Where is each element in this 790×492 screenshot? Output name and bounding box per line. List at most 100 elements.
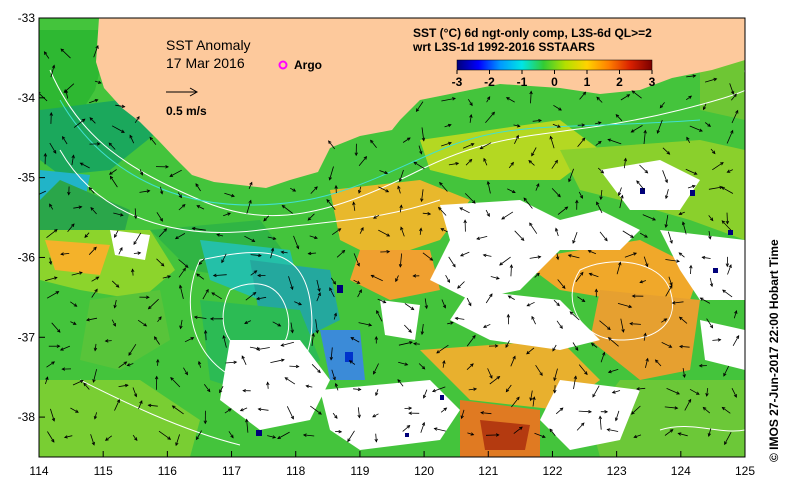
current-vector-head: [91, 441, 95, 446]
current-vector: [485, 293, 493, 304]
current-vector-head: [333, 312, 337, 317]
current-vector: [643, 256, 648, 267]
current-vector: [729, 83, 734, 95]
current-vector: [358, 186, 362, 194]
x-axis: 114 115 116 117 118 119 120 121 122 123 124 125: [29, 451, 755, 478]
current-vector: [205, 330, 207, 341]
current-vector-head: [468, 302, 472, 307]
current-vector-head: [307, 251, 312, 256]
current-vector: [244, 235, 255, 242]
current-vector-head: [415, 108, 420, 113]
current-vector-head: [506, 313, 511, 318]
current-vector: [441, 98, 456, 102]
current-vector: [712, 162, 724, 171]
current-vector: [529, 222, 538, 234]
current-vector: [224, 408, 232, 414]
current-vector-head: [314, 235, 318, 240]
current-vector-head: [512, 355, 516, 360]
current-vector-head: [406, 425, 411, 429]
velocity-label: 0.5 m/s: [166, 104, 207, 118]
current-vector-head: [598, 415, 603, 420]
current-vector-head: [581, 123, 586, 127]
current-vector: [70, 321, 77, 325]
current-vector: [708, 428, 712, 437]
current-vector: [73, 118, 86, 128]
current-vector: [434, 428, 446, 432]
current-vector-head: [549, 135, 553, 140]
current-vector: [88, 247, 97, 255]
y-tick-label: -34: [18, 91, 36, 105]
current-vector: [727, 264, 732, 275]
current-vector-head: [579, 195, 583, 199]
current-vector-head: [56, 329, 61, 333]
current-vector-head: [143, 323, 148, 327]
current-vector-head: [470, 143, 475, 147]
current-vector: [46, 291, 59, 299]
current-vector: [578, 364, 588, 375]
current-vector: [137, 319, 147, 327]
current-vector-head: [149, 136, 153, 141]
current-vector: [418, 145, 422, 154]
current-vector-head: [476, 236, 480, 240]
current-vector-head: [198, 261, 203, 266]
current-vector-head: [174, 235, 179, 240]
current-vector: [530, 91, 532, 104]
current-vector-head: [332, 376, 336, 381]
current-vector-head: [708, 235, 712, 240]
current-vector-head: [597, 140, 602, 145]
current-vector-head: [689, 264, 693, 269]
current-vector: [138, 400, 143, 410]
current-vector: [221, 253, 227, 263]
current-vector: [608, 337, 619, 347]
current-vector: [639, 232, 648, 238]
y-tick-label: -38: [18, 410, 36, 424]
current-vector: [156, 258, 165, 267]
current-vector-head: [356, 262, 360, 267]
current-vector: [88, 187, 95, 194]
current-vector-head: [51, 64, 56, 69]
current-vector: [599, 416, 602, 430]
current-vector-head: [241, 355, 245, 360]
current-vector: [665, 259, 680, 262]
current-vector: [349, 360, 356, 365]
current-vector-head: [584, 371, 588, 376]
x-tick-label: 114: [29, 464, 48, 478]
current-vector: [375, 433, 377, 442]
current-vector: [665, 189, 669, 199]
current-vector-head: [531, 152, 535, 157]
current-vector: [94, 412, 97, 419]
current-vector: [50, 65, 55, 78]
current-vector-head: [315, 329, 319, 334]
current-vector: [128, 343, 137, 356]
current-vector-head: [163, 228, 168, 232]
current-vector-head: [112, 322, 116, 327]
current-vector-head: [450, 321, 454, 325]
current-vector: [203, 384, 211, 392]
current-vector: [310, 186, 318, 194]
current-vector: [588, 250, 597, 255]
current-vector-head: [348, 360, 353, 364]
current-vector: [228, 431, 234, 438]
current-vector-head: [615, 114, 620, 118]
current-vector: [579, 91, 586, 100]
current-vector: [592, 385, 600, 398]
current-vector: [599, 231, 608, 241]
current-vector-head: [93, 415, 98, 420]
current-vector: [397, 186, 401, 194]
current-vector-head: [329, 356, 334, 361]
current-vector-head: [63, 435, 68, 439]
current-vector: [316, 279, 320, 292]
current-vector: [134, 208, 137, 219]
current-vector: [353, 279, 360, 284]
current-vector: [678, 433, 688, 437]
current-vector-head: [356, 280, 361, 284]
current-vector: [294, 301, 302, 306]
current-vector-head: [678, 252, 683, 256]
current-vector: [423, 389, 428, 399]
current-vector: [501, 211, 514, 220]
current-vector-head: [134, 437, 138, 442]
current-vector-head: [175, 442, 179, 447]
current-vector: [196, 205, 205, 210]
current-vector: [105, 340, 112, 342]
current-vector-head: [687, 398, 692, 403]
